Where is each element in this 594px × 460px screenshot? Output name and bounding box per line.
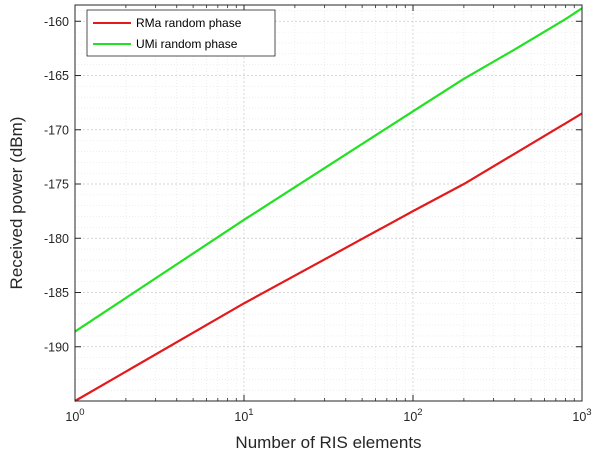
y-tick-label: -170 (44, 123, 69, 137)
y-tick-label: -185 (44, 286, 69, 300)
plot-frame (74, 4, 583, 402)
y-axis-label: Received power (dBm) (7, 117, 26, 290)
legend-box (86, 9, 276, 57)
series-line-rma (74, 112, 583, 402)
y-tick-label: -180 (44, 232, 69, 246)
plot-area (75, 5, 582, 401)
x-tick-label: 101 (234, 407, 253, 424)
series-line-umi (74, 7, 583, 333)
x-tick-label: 103 (572, 407, 591, 424)
y-tick-label: -175 (44, 178, 69, 192)
legend: RMa random phase UMi random phase (86, 9, 276, 57)
x-tick-labels: 100 101 102 103 (65, 407, 591, 424)
x-axis-label: Number of RIS elements (235, 433, 421, 452)
x-tick-label: 102 (403, 407, 422, 424)
y-tick-label: -160 (44, 15, 69, 29)
major-grid (75, 5, 582, 401)
tick-marks (74, 5, 583, 401)
y-tick-label: -165 (44, 69, 69, 83)
y-tick-labels: -190 -185 -180 -175 -170 -165 -160 (44, 15, 69, 354)
minor-grid (75, 5, 582, 401)
x-tick-label: 100 (65, 407, 84, 424)
legend-label-rma: RMa random phase (136, 16, 242, 30)
series-layer (74, 7, 583, 402)
y-tick-label: -190 (44, 340, 69, 354)
legend-label-umi: UMi random phase (136, 37, 238, 51)
